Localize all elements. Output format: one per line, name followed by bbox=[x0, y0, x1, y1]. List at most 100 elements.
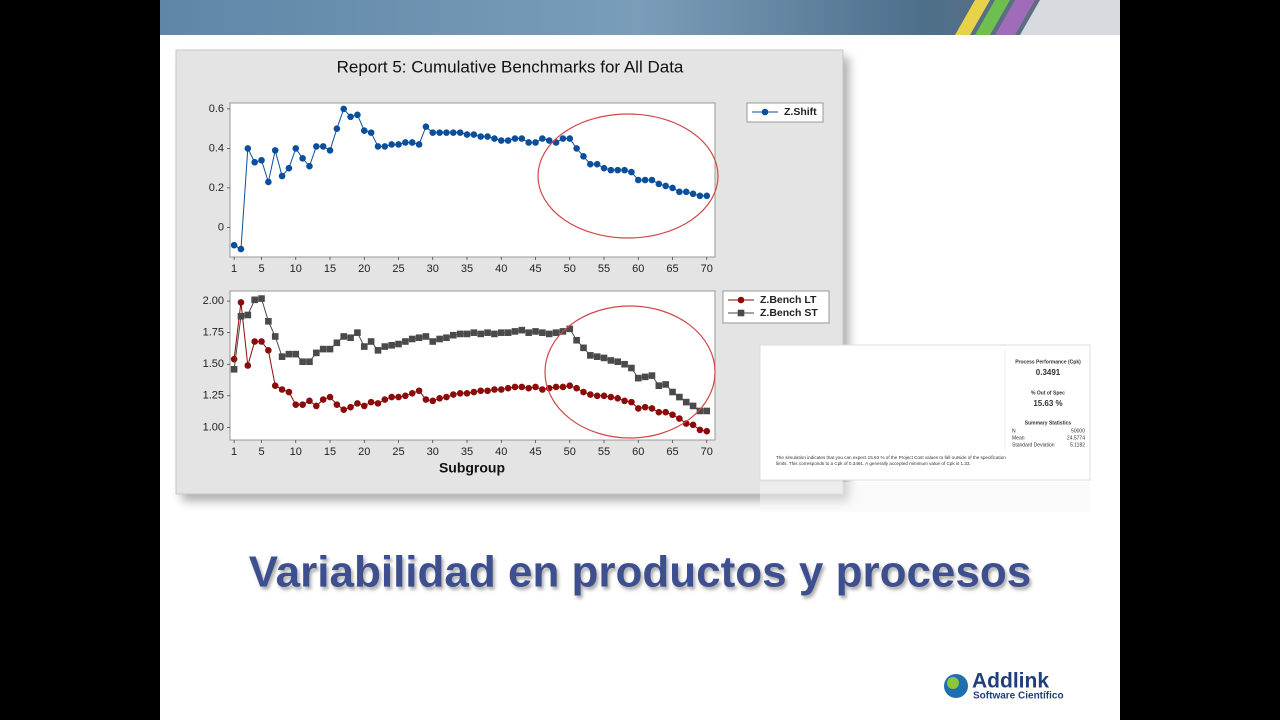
x-tick-label: 25 bbox=[392, 263, 404, 275]
legend bbox=[722, 290, 830, 324]
data-point bbox=[676, 415, 683, 422]
data-point bbox=[456, 330, 464, 338]
data-point bbox=[696, 192, 704, 200]
series-line bbox=[233, 298, 707, 412]
data-point bbox=[628, 398, 635, 406]
data-point bbox=[456, 129, 464, 136]
stat-value: 5.1182 bbox=[1070, 442, 1085, 448]
data-point bbox=[491, 135, 498, 142]
data-point bbox=[340, 406, 348, 413]
data-point bbox=[539, 386, 546, 393]
data-point bbox=[689, 402, 697, 410]
data-point bbox=[429, 129, 437, 136]
data-point bbox=[265, 178, 272, 186]
data-point bbox=[682, 398, 690, 406]
data-point bbox=[319, 396, 327, 403]
logo-icon bbox=[947, 677, 959, 689]
data-point bbox=[265, 347, 272, 354]
data-point bbox=[682, 188, 690, 196]
stat-value: 0.3491 bbox=[1036, 368, 1061, 377]
stat-label: Process Performance (Cpk) bbox=[1015, 359, 1081, 365]
data-point bbox=[477, 133, 485, 140]
histogram-note: The simulation indicates that you can ex… bbox=[776, 455, 1006, 466]
data-point bbox=[244, 362, 252, 369]
data-point bbox=[648, 405, 656, 412]
data-point bbox=[532, 383, 539, 391]
data-point bbox=[614, 166, 622, 174]
slide-title: Variabilidad en productos y procesos bbox=[249, 548, 1031, 597]
data-point bbox=[641, 373, 649, 381]
data-point bbox=[306, 162, 313, 170]
data-point bbox=[422, 123, 430, 130]
data-point bbox=[545, 137, 553, 144]
data-point bbox=[251, 338, 258, 345]
data-point bbox=[381, 343, 389, 350]
data-point bbox=[497, 329, 505, 336]
data-point bbox=[573, 336, 580, 344]
data-point bbox=[381, 396, 389, 403]
data-point bbox=[518, 326, 526, 334]
data-point bbox=[230, 241, 238, 249]
x-tick-label: 10 bbox=[290, 263, 302, 275]
data-point bbox=[436, 129, 443, 136]
y-tick-label: 1.00 bbox=[203, 421, 224, 433]
legend-label: Z.Bench ST bbox=[760, 307, 818, 319]
data-point bbox=[408, 139, 416, 146]
x-tick-label: 25 bbox=[392, 446, 404, 458]
data-point bbox=[443, 334, 450, 342]
data-point bbox=[237, 245, 245, 253]
x-tick-label: 45 bbox=[529, 446, 541, 458]
data-point bbox=[641, 176, 649, 184]
stat-name: Standard Deviation bbox=[1012, 442, 1055, 448]
data-point bbox=[566, 135, 574, 142]
data-point bbox=[669, 184, 676, 192]
data-point bbox=[237, 312, 245, 320]
x-tick-label: 35 bbox=[461, 263, 473, 275]
y-tick-label: 2.00 bbox=[203, 295, 224, 307]
data-point bbox=[306, 397, 313, 405]
data-point bbox=[326, 147, 334, 154]
data-point bbox=[614, 358, 622, 366]
data-point bbox=[504, 137, 512, 144]
data-point bbox=[655, 180, 663, 188]
data-point bbox=[333, 125, 341, 132]
data-point bbox=[628, 364, 635, 372]
data-point bbox=[689, 190, 697, 198]
data-point bbox=[504, 329, 512, 336]
data-point bbox=[696, 426, 704, 434]
data-point bbox=[360, 343, 368, 350]
data-point bbox=[587, 352, 594, 359]
data-point bbox=[525, 384, 532, 392]
data-point bbox=[484, 329, 491, 336]
data-point bbox=[251, 296, 258, 304]
data-point bbox=[313, 143, 320, 150]
data-point bbox=[402, 338, 409, 345]
x-tick-label: 40 bbox=[495, 263, 507, 275]
data-point bbox=[354, 111, 361, 119]
data-point bbox=[669, 411, 676, 419]
data-point bbox=[333, 401, 341, 408]
data-point bbox=[600, 354, 608, 362]
stat-name: Mean bbox=[1012, 435, 1025, 441]
stat-name: N bbox=[1012, 428, 1016, 434]
series-line bbox=[233, 107, 707, 250]
x-tick-label: 60 bbox=[632, 446, 644, 458]
data-point bbox=[347, 403, 354, 411]
data-point bbox=[559, 135, 567, 142]
logo: Addlink Software Científico bbox=[944, 670, 1064, 702]
x-tick-label: 1 bbox=[231, 446, 237, 458]
data-point bbox=[566, 325, 574, 333]
x-tick-label: 30 bbox=[427, 263, 439, 275]
x-tick-label: 55 bbox=[598, 263, 610, 275]
legend-label: Z.Shift bbox=[784, 106, 817, 118]
stat-value: 50000 bbox=[1071, 428, 1085, 434]
data-point bbox=[696, 407, 704, 415]
legend-marker bbox=[737, 309, 745, 317]
data-point bbox=[497, 137, 505, 144]
data-point bbox=[559, 383, 567, 391]
data-point bbox=[367, 338, 375, 345]
data-point bbox=[313, 402, 320, 410]
data-point bbox=[388, 341, 395, 349]
data-point bbox=[436, 335, 443, 343]
